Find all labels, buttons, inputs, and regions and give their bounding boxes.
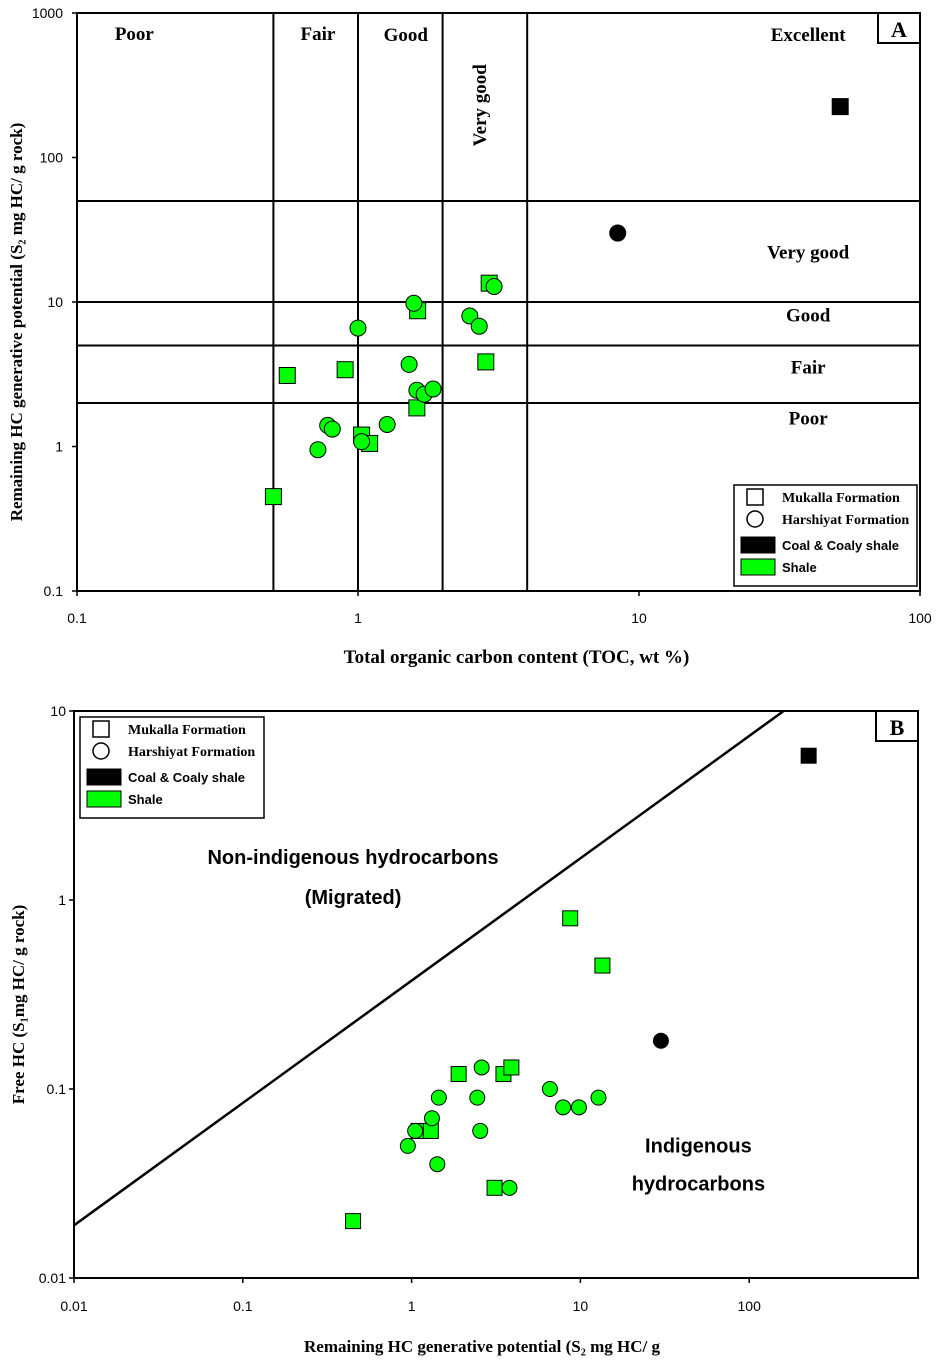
chart-a-y-tick-label-0: 0.1 [44,583,64,599]
chart-b-region-label-0: Non-indigenous hydrocarbons [207,847,498,869]
chart-a-point-mukalla-shale-1 [278,366,296,384]
chart-a-region-label-8: Poor [789,408,829,429]
chart-b-point-harshiyat-shale-4 [430,1089,447,1106]
chart-a-x-tick-label-1: 1 [354,610,362,626]
chart-a-region-label-3: Very good [470,64,491,147]
chart-a-legend-harshiyat-swatch [746,510,764,528]
chart-a-point-harshiyat-shale-10 [424,380,442,398]
chart-b: 0.01 0.1 1 10 100 0.01 0.1 1 10 Remaining HC gene… [9,703,919,1356]
chart-b-region-label-1: (Migrated) [305,887,402,909]
chart-a-legend-mukalla-swatch [746,488,764,506]
chart-a-region-label-2: Good [384,25,429,46]
chart-a-point-harshiyat-shale-5 [378,415,396,433]
chart-a-y-tick-label-3: 100 [40,150,64,166]
chart-b-x-tick-label-4: 100 [738,1298,762,1314]
chart-a-legend-shale-swatch [740,558,776,576]
chart-b-point-harshiyat-shale-3 [429,1156,446,1173]
chart-a-panel-label-box [877,12,921,44]
chart-b-division-line [73,709,785,1227]
chart-a-point-harshiyat-shale-12 [470,317,488,335]
chart-b-point-harshiyat-shale-7 [473,1059,490,1076]
chart-b-panel-label-box [875,710,919,742]
chart-a-point-harshiyat-shale-13 [485,278,503,296]
chart-b-legend-mukalla-swatch [92,720,110,738]
chart-b-point-mukalla-coal-0 [800,747,817,764]
chart-b-legend-label-0: Mukalla Formation [128,723,246,738]
chart-a: 0.1 1 10 100 0.1 1 10 100 1000 Total organic carb… [7,5,932,668]
chart-b-x-tick-label-2: 1 [408,1298,416,1314]
chart-a-panel-label: A [891,17,907,42]
chart-a-x-axis-title: Total organic carbon content (TOC, wt %) [344,647,690,668]
chart-a-x-tick-label-3: 100 [908,610,932,626]
chart-a-y-tick-label-4: 1000 [32,5,63,21]
chart-b-point-harshiyat-shale-11 [570,1099,587,1116]
chart-b-x-axis-title: Remaining HC generative potential (S₂ mg… [304,1337,660,1356]
chart-a-legend-coal-swatch [740,536,776,554]
chart-b-y-tick-label-0: 0.01 [39,1270,66,1286]
chart-a-point-harshiyat-shale-6 [400,355,418,373]
chart-b-point-harshiyat-shale-2 [423,1110,440,1127]
chart-a-point-harshiyat-shale-3 [349,319,367,337]
chart-b-point-harshiyat-shale-1 [407,1122,424,1139]
chart-b-point-mukalla-shale-6 [503,1059,520,1076]
chart-b-y-tick-label-3: 10 [50,703,66,719]
chart-b-legend-coal-swatch [86,768,122,786]
chart-b-point-harshiyat-shale-5 [469,1089,486,1106]
chart-a-x-tick-label-0: 0.1 [67,610,87,626]
chart-b-point-harshiyat-shale-9 [541,1081,558,1097]
chart-a-point-mukalla-coal-0 [831,98,849,116]
chart-a-y-tick-label-2: 10 [47,294,63,310]
chart-b-legend-label-3: Shale [128,792,163,807]
chart-b-y-tick-label-2: 1 [58,892,66,908]
chart-a-region-label-4: Excellent [771,25,847,46]
chart-a-region-label-5: Very good [767,243,850,264]
chart-a-point-mukalla-shale-6 [408,399,426,417]
chart-b-x-tick-label-3: 10 [573,1298,589,1314]
chart-a-region-label-0: Poor [115,24,155,45]
chart-b-region-label-3: hydrocarbons [632,1174,765,1196]
chart-a-y-axis-title: Remaining HC generative potential (S₂ mg… [7,123,26,522]
chart-a-region-label-6: Good [786,306,831,327]
chart-b-legend-harshiyat-swatch [92,742,110,760]
chart-b-region-label-2: Indigenous [645,1136,752,1158]
chart-b-y-axis-title: Free HC (S₁mg HC/ g rock) [9,905,28,1104]
chart-a-region-label-1: Fair [300,24,335,45]
chart-a-point-mukalla-shale-2 [336,361,354,379]
chart-b-legend-label-2: Coal & Coaly shale [128,770,245,785]
chart-b-panel-label: B [890,715,905,740]
chart-b-point-harshiyat-shale-8 [501,1179,518,1196]
chart-b-point-harshiyat-shale-12 [590,1089,607,1106]
chart-b-y-tick-label-1: 0.1 [47,1081,67,1097]
chart-a-point-harshiyat-shale-4 [353,433,371,451]
chart-b-legend-label-1: Harshiyat Formation [128,745,255,760]
chart-a-point-harshiyat-shale-2 [323,420,341,438]
chart-a-legend-label-3: Shale [782,560,817,575]
chart-a-region-label-7: Fair [791,358,826,379]
chart-b-point-harshiyat-shale-6 [472,1122,489,1139]
chart-b-x-tick-label-0: 0.01 [60,1298,87,1314]
chart-a-legend-label-2: Coal & Coaly shale [782,538,899,553]
chart-b-point-mukalla-shale-4 [486,1179,503,1196]
chart-b-point-harshiyat-coal-0 [652,1032,669,1049]
chart-b-legend-shale-swatch [86,790,122,808]
chart-b-plot-frame [73,710,919,1279]
chart-b-x-tick-label-1: 0.1 [233,1298,253,1314]
chart-a-point-mukalla-shale-7 [477,353,495,371]
chart-a-legend-label-1: Harshiyat Formation [782,513,909,528]
chart-b-point-harshiyat-shale-10 [555,1099,572,1116]
chart-a-legend-label-0: Mukalla Formation [782,491,900,506]
chart-b-point-mukalla-shale-0 [345,1213,362,1230]
chart-b-point-mukalla-shale-7 [562,910,579,927]
chart-b-point-mukalla-shale-8 [594,957,611,974]
chart-a-point-harshiyat-shale-7 [405,294,423,312]
chart-a-point-harshiyat-coal-0 [609,224,627,242]
chart-a-y-tick-label-1: 1 [55,439,63,455]
chart-a-x-tick-label-2: 10 [631,610,647,626]
chart-a-point-harshiyat-shale-0 [309,441,327,459]
chart-b-point-mukalla-shale-3 [450,1066,467,1083]
chart-a-point-mukalla-shale-0 [264,488,282,506]
chart-b-point-harshiyat-shale-0 [399,1137,416,1154]
